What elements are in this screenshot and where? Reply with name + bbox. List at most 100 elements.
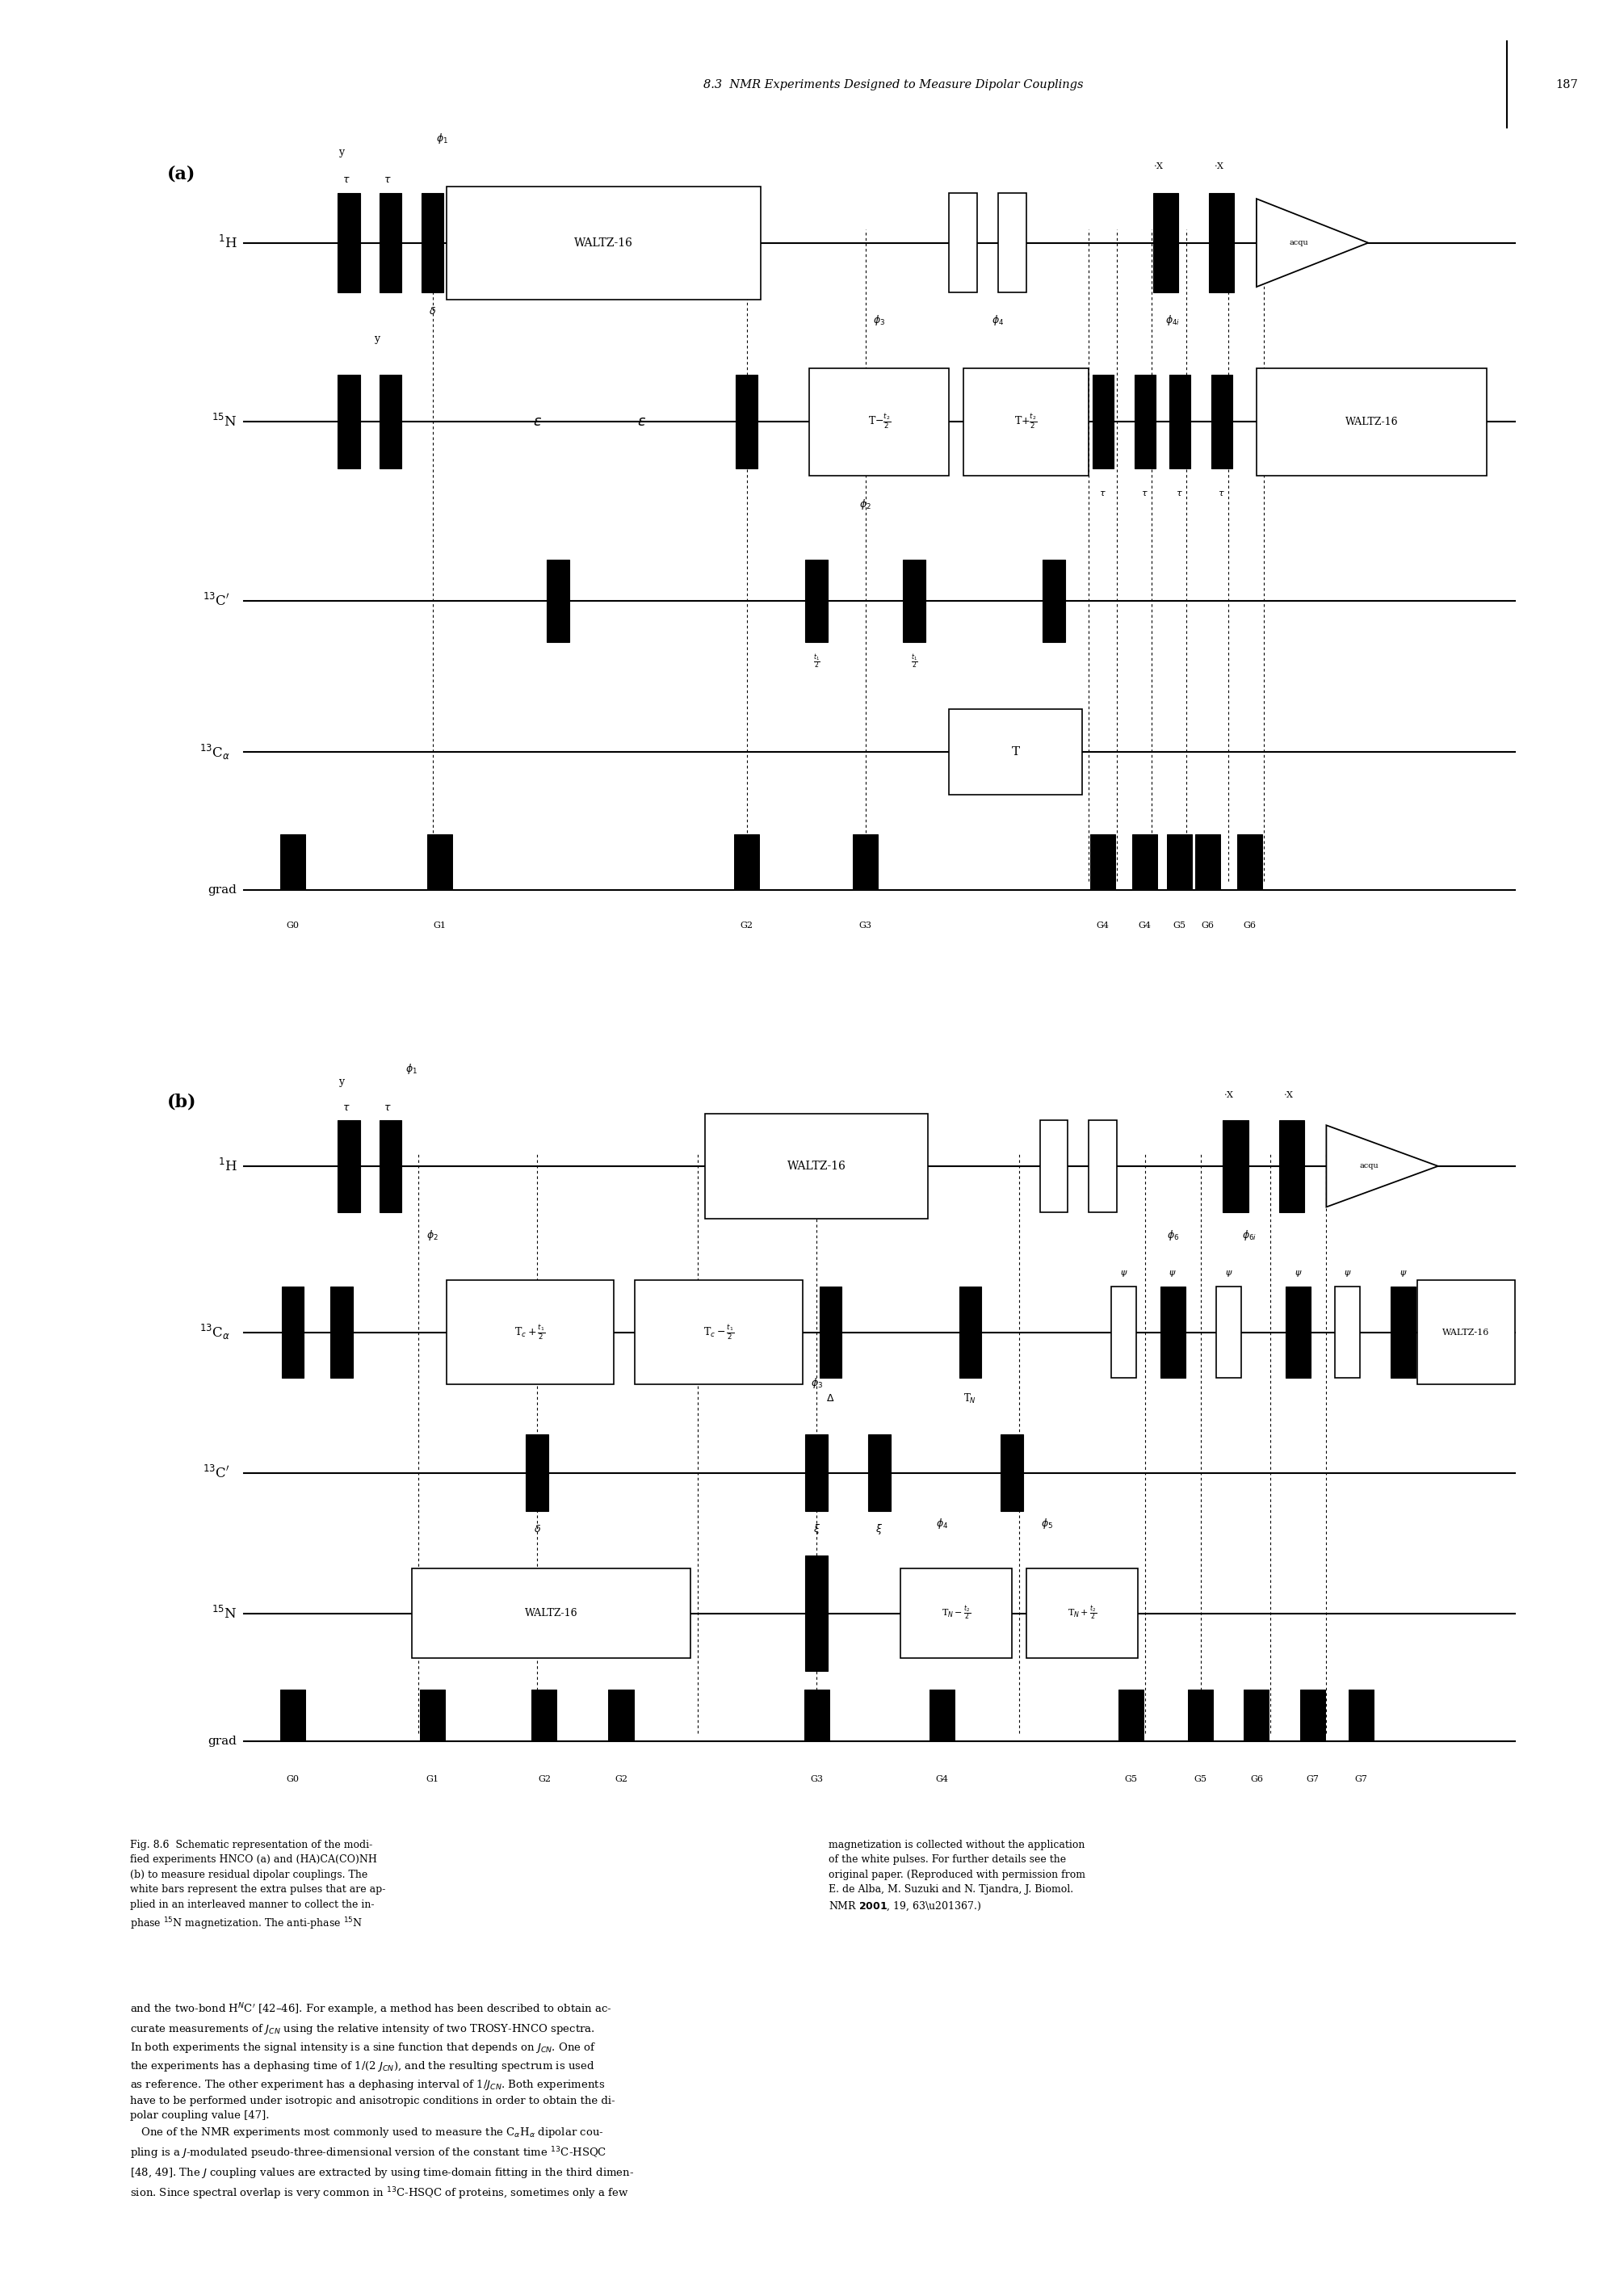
Bar <box>869 1435 890 1510</box>
Text: (a): (a) <box>167 165 195 183</box>
Bar <box>1189 1691 1213 1741</box>
Text: G6: G6 <box>1242 922 1255 929</box>
Text: $\phi_4$: $\phi_4$ <box>935 1517 948 1531</box>
Text: $\phi_1$: $\phi_1$ <box>406 1062 417 1075</box>
Text: magnetization is collected without the application
of the white pulses. For furt: magnetization is collected without the a… <box>828 1840 1085 1913</box>
Text: $\tau$: $\tau$ <box>343 174 349 185</box>
Bar <box>1026 1570 1138 1659</box>
Text: 8.3  NMR Experiments Designed to Measure Dipolar Couplings: 8.3 NMR Experiments Designed to Measure … <box>703 80 1083 89</box>
Bar <box>421 192 443 293</box>
Text: G4: G4 <box>935 1775 948 1782</box>
Text: G7: G7 <box>1354 1775 1367 1782</box>
Text: G2: G2 <box>741 922 754 929</box>
Bar <box>338 192 361 293</box>
Bar <box>447 1279 614 1384</box>
Text: $\tau$: $\tau$ <box>1218 490 1224 496</box>
Bar <box>1119 1691 1143 1741</box>
Text: $\xi$: $\xi$ <box>875 1522 883 1535</box>
Text: Fig. 8.6  Schematic representation of the modi-
fied experiments HNCO (a) and (H: Fig. 8.6 Schematic representation of the… <box>130 1840 385 1931</box>
Text: $\frac{t_1}{2}$: $\frac{t_1}{2}$ <box>911 652 918 670</box>
Text: T: T <box>1012 746 1020 757</box>
Text: $\tau$: $\tau$ <box>1176 490 1184 496</box>
Bar <box>1111 1286 1137 1377</box>
Bar <box>1169 375 1190 469</box>
Text: WALTZ-16: WALTZ-16 <box>1442 1327 1489 1336</box>
Text: $^{13}$C$'$: $^{13}$C$'$ <box>203 593 231 609</box>
Bar <box>1153 192 1179 293</box>
Bar <box>635 1279 802 1384</box>
Text: G5: G5 <box>1173 922 1186 929</box>
Text: $\psi$: $\psi$ <box>1121 1268 1127 1279</box>
Text: $\phi_1$: $\phi_1$ <box>437 130 448 144</box>
Bar <box>705 1114 929 1220</box>
Text: $\cdot$X: $\cdot$X <box>1153 160 1164 172</box>
Text: $\psi$: $\psi$ <box>1400 1268 1406 1279</box>
Bar <box>999 192 1026 293</box>
Text: $\delta$: $\delta$ <box>429 307 437 316</box>
Text: $^{13}$C$'$: $^{13}$C$'$ <box>203 1464 231 1480</box>
Text: acqu: acqu <box>1289 240 1309 247</box>
Text: and the two-bond H$^N$C$'$ [42–46]. For example, a method has been described to : and the two-bond H$^N$C$'$ [42–46]. For … <box>130 2002 633 2201</box>
Bar <box>806 1435 828 1510</box>
Text: grad: grad <box>208 883 237 895</box>
Text: $\phi_5$: $\phi_5$ <box>1041 1517 1052 1531</box>
Text: $^{15}$N: $^{15}$N <box>211 1606 237 1622</box>
Bar <box>380 192 401 293</box>
Text: $\cdot$X: $\cdot$X <box>1223 1089 1234 1101</box>
Bar <box>1223 1121 1249 1213</box>
Bar <box>447 185 760 300</box>
Text: acqu: acqu <box>1359 1162 1379 1169</box>
Text: $\varepsilon$: $\varepsilon$ <box>638 414 646 430</box>
Bar <box>1088 1121 1117 1213</box>
Bar <box>1208 192 1234 293</box>
Bar <box>1257 368 1488 476</box>
Bar <box>820 1286 841 1377</box>
Text: G0: G0 <box>286 1775 299 1782</box>
Text: $\psi$: $\psi$ <box>1169 1268 1176 1279</box>
Text: $\psi$: $\psi$ <box>1224 1268 1233 1279</box>
Text: T$+\frac{t_2}{2}$: T$+\frac{t_2}{2}$ <box>1015 412 1038 430</box>
Text: $\varepsilon$: $\varepsilon$ <box>533 414 542 430</box>
Text: $\tau$: $\tau$ <box>343 1103 349 1112</box>
Text: G5: G5 <box>1124 1775 1137 1782</box>
Bar <box>380 1121 401 1213</box>
Text: WALTZ-16: WALTZ-16 <box>575 238 633 249</box>
Text: $\phi_{4i}$: $\phi_{4i}$ <box>1166 313 1181 327</box>
Text: G0: G0 <box>286 922 299 929</box>
Text: G7: G7 <box>1306 1775 1319 1782</box>
Bar <box>1390 1286 1416 1377</box>
Text: grad: grad <box>208 1734 237 1746</box>
Text: $\phi_2$: $\phi_2$ <box>859 496 872 510</box>
Bar <box>1348 1691 1374 1741</box>
Bar <box>281 1286 304 1377</box>
Text: $^1$H: $^1$H <box>218 236 237 252</box>
Bar <box>380 375 401 469</box>
Bar <box>547 558 570 643</box>
Bar <box>1000 1435 1023 1510</box>
Text: T$_N+\frac{t_2}{2}$: T$_N+\frac{t_2}{2}$ <box>1067 1604 1096 1622</box>
Text: $\Delta$: $\Delta$ <box>827 1393 835 1405</box>
Text: $\tau$: $\tau$ <box>383 174 391 185</box>
Bar <box>853 835 879 890</box>
Bar <box>411 1570 690 1659</box>
Text: $^{15}$N: $^{15}$N <box>211 414 237 430</box>
Bar <box>948 192 978 293</box>
Text: G3: G3 <box>810 1775 823 1782</box>
Text: $\phi_{6i}$: $\phi_{6i}$ <box>1242 1229 1257 1242</box>
Text: $\psi$: $\psi$ <box>1294 1268 1302 1279</box>
Text: 187: 187 <box>1556 80 1579 89</box>
Text: T$_c-\frac{t_1}{2}$: T$_c-\frac{t_1}{2}$ <box>703 1322 734 1341</box>
Bar <box>421 1691 445 1741</box>
Text: WALTZ-16: WALTZ-16 <box>788 1160 846 1171</box>
Bar <box>1244 1691 1268 1741</box>
Bar <box>1299 1691 1325 1741</box>
Text: G1: G1 <box>434 922 447 929</box>
Text: (b): (b) <box>167 1094 197 1112</box>
Text: $^{13}$C$_\alpha$: $^{13}$C$_\alpha$ <box>200 1322 231 1341</box>
Text: $\phi_6$: $\phi_6$ <box>1166 1229 1179 1242</box>
Bar <box>903 558 926 643</box>
Bar <box>736 375 758 469</box>
Text: $\tau$: $\tau$ <box>1099 490 1106 496</box>
Bar <box>1160 1286 1186 1377</box>
Bar <box>609 1691 633 1741</box>
